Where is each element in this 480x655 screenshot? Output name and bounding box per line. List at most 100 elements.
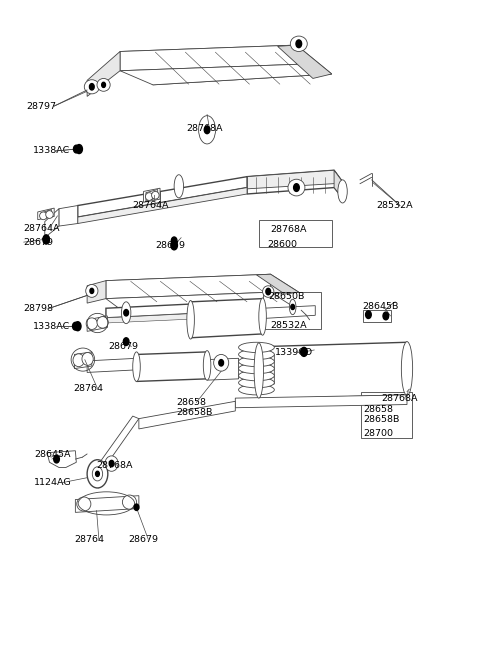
Ellipse shape <box>77 497 91 511</box>
Polygon shape <box>106 274 299 300</box>
Text: 28797: 28797 <box>26 102 56 111</box>
Text: 28679: 28679 <box>24 238 54 247</box>
Ellipse shape <box>263 286 274 297</box>
Text: 28532A: 28532A <box>376 201 413 210</box>
Ellipse shape <box>239 349 275 360</box>
Polygon shape <box>87 316 108 331</box>
Polygon shape <box>136 352 207 381</box>
Ellipse shape <box>105 456 118 472</box>
Text: 28768A: 28768A <box>381 394 418 403</box>
Circle shape <box>124 310 129 316</box>
Polygon shape <box>78 187 247 223</box>
Circle shape <box>171 237 177 245</box>
Text: 28768A: 28768A <box>271 225 307 234</box>
Text: 28658B: 28658B <box>364 415 400 424</box>
Polygon shape <box>59 206 78 226</box>
Ellipse shape <box>239 371 275 381</box>
Polygon shape <box>334 170 344 199</box>
Polygon shape <box>93 462 106 488</box>
Text: 28764: 28764 <box>74 535 105 544</box>
Polygon shape <box>247 170 344 189</box>
Polygon shape <box>40 210 51 218</box>
Polygon shape <box>363 310 391 322</box>
Text: 28532A: 28532A <box>271 321 307 330</box>
Circle shape <box>300 347 307 356</box>
Ellipse shape <box>187 301 194 339</box>
Polygon shape <box>256 274 299 294</box>
Polygon shape <box>207 358 239 380</box>
Polygon shape <box>277 45 332 79</box>
Text: 1339CD: 1339CD <box>275 348 313 357</box>
Polygon shape <box>87 280 106 303</box>
Text: 28658: 28658 <box>177 398 206 407</box>
Ellipse shape <box>145 193 153 200</box>
Polygon shape <box>106 310 261 323</box>
Circle shape <box>219 360 224 366</box>
Polygon shape <box>87 52 120 96</box>
Text: 28764A: 28764A <box>132 201 168 210</box>
Ellipse shape <box>199 116 216 144</box>
Circle shape <box>109 460 114 467</box>
Polygon shape <box>247 170 344 199</box>
Text: 28600: 28600 <box>267 240 297 248</box>
Text: 28658: 28658 <box>364 405 394 413</box>
Circle shape <box>76 145 83 153</box>
Ellipse shape <box>239 384 275 395</box>
Ellipse shape <box>133 352 140 381</box>
Text: 28764A: 28764A <box>24 223 60 233</box>
Bar <box>259 219 332 247</box>
Ellipse shape <box>40 212 47 219</box>
Ellipse shape <box>288 179 305 196</box>
Polygon shape <box>38 208 54 219</box>
Text: 28679: 28679 <box>156 241 185 250</box>
Circle shape <box>366 311 371 318</box>
Polygon shape <box>106 274 271 299</box>
Polygon shape <box>191 299 263 338</box>
Circle shape <box>90 288 94 293</box>
Ellipse shape <box>239 377 275 388</box>
Ellipse shape <box>239 364 275 374</box>
Ellipse shape <box>97 79 110 91</box>
Circle shape <box>43 235 49 243</box>
Text: 1338AC: 1338AC <box>33 147 70 155</box>
Polygon shape <box>106 292 299 318</box>
Ellipse shape <box>401 342 413 396</box>
Ellipse shape <box>259 298 266 335</box>
Ellipse shape <box>174 175 183 198</box>
Circle shape <box>204 126 210 134</box>
Bar <box>263 291 322 329</box>
Polygon shape <box>75 496 139 512</box>
Circle shape <box>301 348 307 356</box>
Ellipse shape <box>84 80 99 94</box>
Polygon shape <box>100 416 139 466</box>
Polygon shape <box>259 343 407 400</box>
Polygon shape <box>139 402 235 429</box>
Circle shape <box>266 288 271 295</box>
Polygon shape <box>106 301 261 318</box>
Polygon shape <box>144 188 160 202</box>
Circle shape <box>73 145 79 153</box>
Text: 28645A: 28645A <box>34 450 71 459</box>
Circle shape <box>72 322 78 330</box>
Text: 28679: 28679 <box>128 535 158 544</box>
Ellipse shape <box>73 354 84 367</box>
Text: 28650B: 28650B <box>268 292 305 301</box>
Text: 28645B: 28645B <box>362 303 399 312</box>
Circle shape <box>291 305 295 310</box>
Polygon shape <box>120 45 332 85</box>
Polygon shape <box>120 45 297 71</box>
Polygon shape <box>120 64 332 85</box>
Polygon shape <box>263 306 315 318</box>
Ellipse shape <box>92 467 103 481</box>
Ellipse shape <box>82 352 93 365</box>
Polygon shape <box>47 451 76 468</box>
Ellipse shape <box>239 356 275 367</box>
Ellipse shape <box>121 302 131 324</box>
Circle shape <box>123 338 129 345</box>
Ellipse shape <box>122 495 136 509</box>
Ellipse shape <box>214 354 228 371</box>
Circle shape <box>102 83 106 87</box>
Circle shape <box>383 312 389 320</box>
Circle shape <box>294 183 299 191</box>
Bar <box>361 392 412 438</box>
